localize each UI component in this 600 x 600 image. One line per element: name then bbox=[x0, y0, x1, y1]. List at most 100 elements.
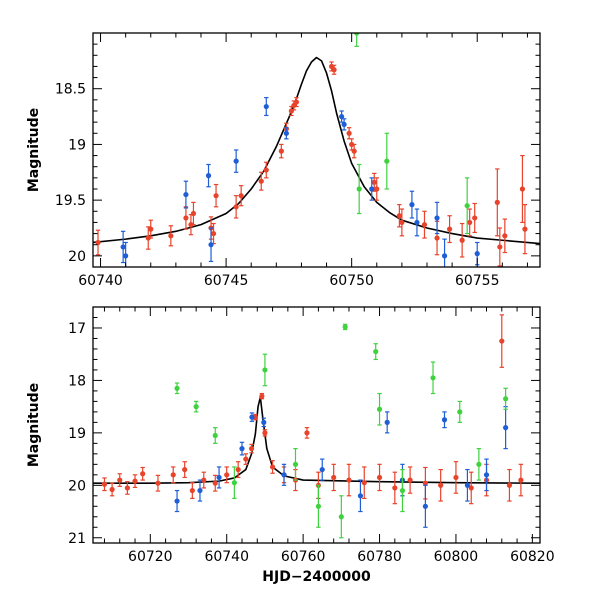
point-marker bbox=[132, 478, 138, 484]
bottom-data-point bbox=[239, 441, 245, 456]
point-marker bbox=[258, 178, 264, 184]
top-data-point bbox=[346, 127, 352, 140]
point-marker bbox=[208, 242, 214, 248]
bottom-data-point bbox=[392, 471, 398, 505]
point-marker bbox=[120, 244, 126, 250]
bottom-series-2 bbox=[174, 323, 509, 539]
top-data-point bbox=[208, 227, 214, 263]
point-marker bbox=[216, 474, 222, 481]
point-marker bbox=[283, 130, 289, 136]
point-marker bbox=[453, 474, 459, 481]
point-marker bbox=[421, 222, 428, 228]
point-marker bbox=[269, 464, 276, 470]
top-data-point bbox=[464, 177, 470, 235]
bottom-data-point bbox=[174, 382, 180, 395]
point-marker bbox=[259, 393, 265, 399]
point-marker bbox=[281, 472, 287, 478]
bottom-data-point bbox=[430, 361, 436, 395]
bottom-data-point bbox=[101, 477, 108, 492]
point-marker bbox=[109, 486, 115, 493]
bottom-data-point bbox=[216, 466, 222, 489]
point-marker bbox=[467, 219, 473, 226]
point-marker bbox=[212, 432, 218, 439]
bottom-data-point bbox=[212, 427, 218, 444]
point-marker bbox=[409, 202, 415, 208]
bottom-plot-area bbox=[93, 314, 540, 539]
top-data-point bbox=[494, 168, 500, 237]
point-marker bbox=[293, 99, 300, 105]
bottom-data-point bbox=[373, 343, 379, 361]
point-marker bbox=[384, 158, 390, 164]
bottom-data-point bbox=[231, 466, 237, 500]
point-marker bbox=[235, 466, 241, 473]
bottom-data-point bbox=[457, 400, 463, 423]
bottom-data-point bbox=[124, 481, 130, 495]
bottom-data-point bbox=[201, 471, 207, 489]
top-data-point bbox=[409, 190, 415, 219]
top-data-point bbox=[434, 201, 440, 235]
point-marker bbox=[346, 477, 352, 483]
bottom-data-point bbox=[182, 461, 188, 479]
point-marker bbox=[319, 466, 325, 473]
top-axes-frame bbox=[92, 32, 541, 268]
point-marker bbox=[155, 480, 161, 486]
top-data-point bbox=[519, 154, 526, 224]
bottom-data-point bbox=[361, 466, 367, 500]
point-marker bbox=[494, 199, 500, 205]
y-tick-label: 20 bbox=[68, 249, 86, 265]
top-data-point bbox=[339, 110, 345, 123]
y-axis-label: Magnitude bbox=[26, 108, 42, 192]
point-marker bbox=[459, 237, 465, 243]
bottom-data-point bbox=[259, 392, 265, 400]
point-marker bbox=[239, 446, 245, 452]
top-data-point bbox=[213, 183, 219, 208]
bottom-data-point bbox=[155, 474, 161, 492]
point-marker bbox=[476, 461, 482, 467]
point-marker bbox=[434, 235, 440, 241]
top-data-point bbox=[283, 127, 289, 140]
point-marker bbox=[182, 466, 188, 473]
bottom-data-point bbox=[193, 400, 199, 413]
top-data-point bbox=[293, 97, 300, 108]
point-marker bbox=[262, 430, 268, 436]
point-marker bbox=[438, 482, 444, 488]
point-marker bbox=[123, 253, 129, 259]
top-panel: 60740 60745 60750 60755 18.5 19 19.5 20 Magnitud… bbox=[26, 32, 541, 289]
top-data-point bbox=[263, 97, 269, 117]
top-data-point bbox=[341, 118, 347, 131]
point-marker bbox=[168, 233, 174, 239]
point-marker bbox=[263, 103, 269, 110]
bottom-data-point bbox=[376, 392, 383, 426]
point-marker bbox=[210, 230, 217, 237]
point-marker bbox=[468, 485, 474, 491]
bottom-data-point bbox=[249, 412, 255, 422]
point-marker bbox=[374, 186, 380, 192]
bottom-axes-frame bbox=[92, 306, 541, 544]
top-data-point bbox=[472, 202, 478, 234]
point-marker bbox=[376, 406, 383, 412]
point-marker bbox=[124, 485, 130, 491]
top-data-point bbox=[421, 210, 428, 239]
point-marker bbox=[188, 222, 194, 228]
point-marker bbox=[392, 485, 398, 491]
point-marker bbox=[288, 108, 294, 114]
point-marker bbox=[506, 482, 513, 488]
x-tick-label: 60750 bbox=[329, 273, 374, 289]
point-marker bbox=[193, 404, 199, 410]
top-data-point bbox=[148, 219, 154, 239]
point-marker bbox=[441, 417, 448, 423]
point-marker bbox=[331, 474, 337, 481]
top-data-point bbox=[384, 132, 390, 190]
bottom-data-point bbox=[464, 468, 471, 502]
bottom-data-point bbox=[468, 471, 474, 505]
bottom-model-curve bbox=[93, 396, 540, 485]
point-marker bbox=[338, 514, 344, 520]
bottom-data-point bbox=[174, 489, 180, 513]
point-marker bbox=[346, 130, 352, 136]
bottom-data-point bbox=[140, 466, 146, 481]
bottom-data-point bbox=[331, 463, 337, 492]
x-tick-label: 60800 bbox=[434, 549, 479, 565]
top-series-1 bbox=[120, 97, 480, 267]
top-data-point bbox=[497, 227, 503, 267]
bottom-data-point bbox=[376, 463, 383, 492]
